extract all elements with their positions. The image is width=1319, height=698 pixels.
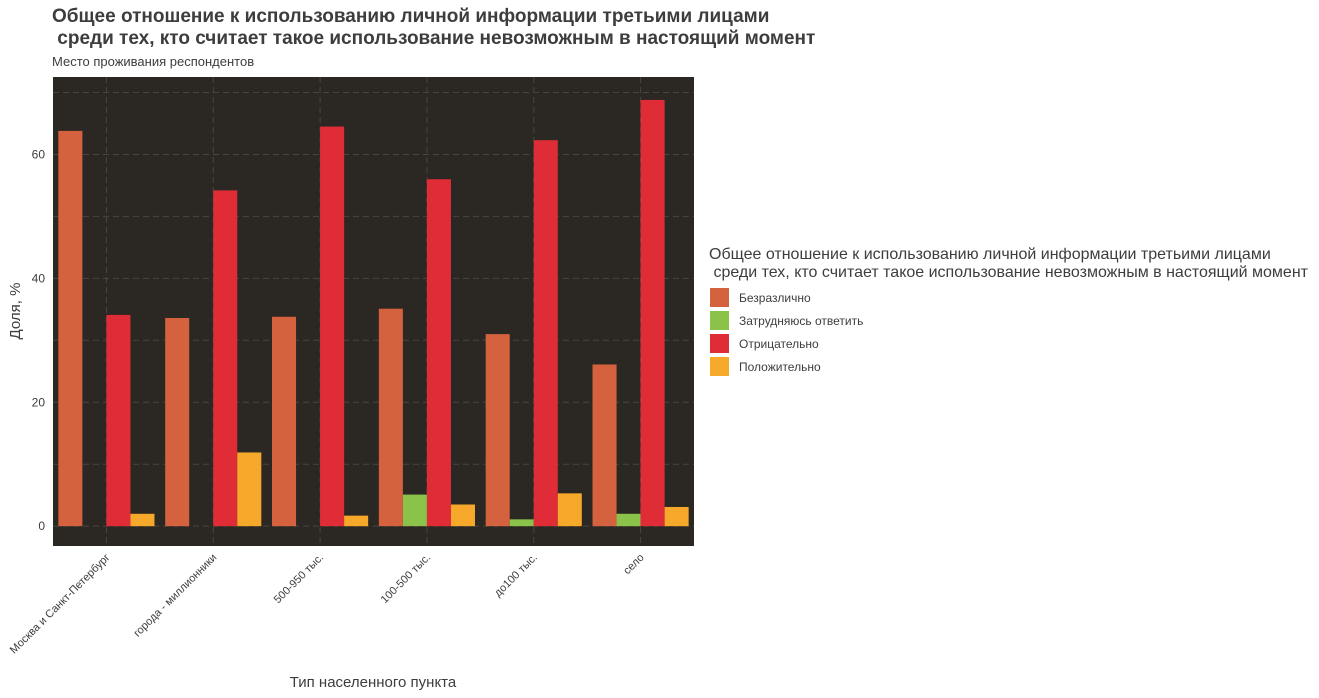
y-axis-ticks: 0 20 40 60 [32,147,46,533]
bar [237,452,262,527]
y-tick-label: 60 [32,147,46,161]
bar [509,519,534,527]
x-tick-label: до100 тыс. [492,552,540,600]
legend-title: Общее отношение к использованию личной и… [709,246,1308,281]
legend-swatch [709,333,730,354]
legend-item: Затрудняюсь ответить [709,309,1308,332]
bars [58,99,689,527]
bar [320,126,345,527]
bar [106,314,131,527]
x-tick-label: село [621,552,646,577]
bar [344,515,369,527]
bar [450,504,475,527]
legend-label: Затрудняюсь ответить [739,313,864,328]
legend-swatch [709,310,730,331]
legend-label: Отрицательно [739,336,819,351]
bar [213,190,238,527]
bar [557,493,582,527]
legend: Общее отношение к использованию личной и… [709,246,1308,378]
bar [272,316,297,527]
bar [664,506,689,527]
bar [533,140,558,527]
legend-label: Безразлично [739,290,811,305]
legend-items: Безразлично Затрудняюсь ответить Отрицател… [709,286,1308,378]
bar [592,364,617,527]
x-tick-label: 500-950 тыс. [272,552,326,606]
y-tick-label: 0 [38,519,45,533]
bar [130,513,155,527]
bar [378,308,403,527]
bar [616,513,641,527]
bar [485,334,510,527]
legend-item: Положительно [709,355,1308,378]
x-tick-label: 100-500 тыс. [379,552,433,606]
x-axis-ticks: Москва и Санкт-Петербург города - миллион… [8,552,647,657]
bar [165,318,190,527]
legend-item: Отрицательно [709,332,1308,355]
y-tick-label: 40 [32,271,46,285]
bar [426,179,451,527]
bar [402,494,427,527]
x-axis-label: Тип населенного пункта [290,674,457,691]
legend-swatch [709,287,730,308]
legend-swatch [709,356,730,377]
x-tick-label: Москва и Санкт-Петербург [8,552,113,657]
bar [640,99,665,527]
legend-item: Безразлично [709,286,1308,309]
plot-background [53,77,694,546]
x-tick-label: города - миллионники [132,552,220,640]
chart-subtitle: Место проживания респондентов [52,54,255,69]
bar [58,130,83,527]
chart-title: Общее отношение к использованию личной и… [52,6,816,49]
y-axis-label: Доля, % [7,283,24,340]
legend-label: Положительно [739,359,821,374]
y-tick-label: 20 [32,395,46,409]
